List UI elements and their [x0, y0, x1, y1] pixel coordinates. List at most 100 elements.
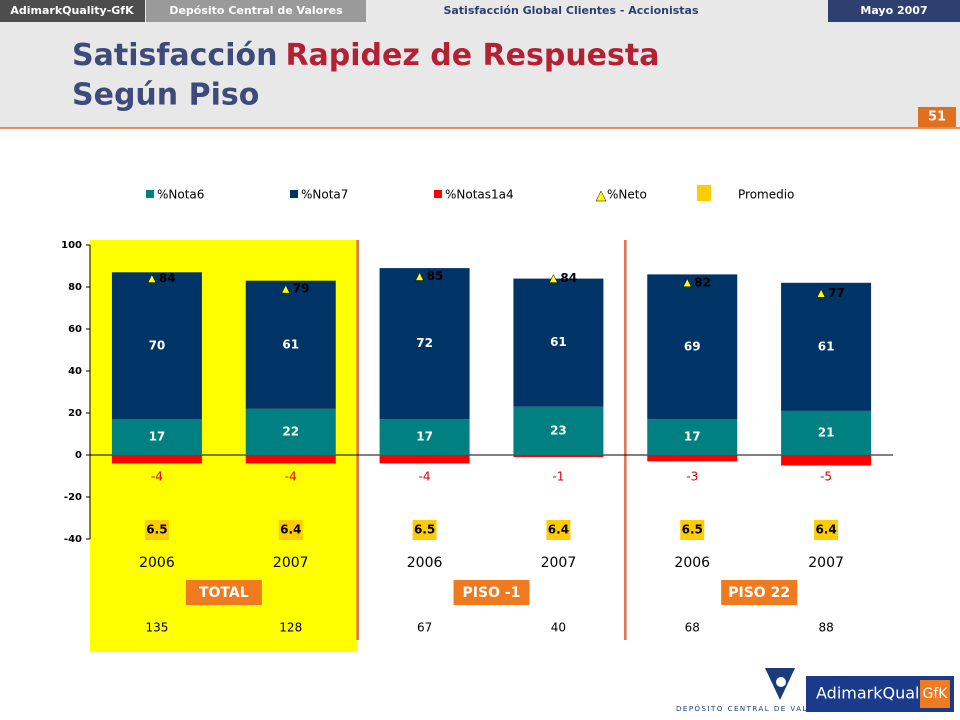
value-label: 21 — [818, 425, 835, 439]
bar-segment — [245, 455, 336, 464]
title-part: Satisfacción — [72, 38, 277, 73]
value-label: -4 — [285, 470, 297, 484]
group-label-box — [453, 580, 530, 605]
title-line: Según Piso — [72, 78, 259, 113]
base-size: 88 — [818, 621, 833, 635]
page-number: 51 — [928, 110, 946, 125]
bar-segment — [781, 455, 872, 466]
promedio-label: 6.4 — [280, 523, 301, 537]
group-label: TOTAL — [199, 585, 249, 601]
brand-tab — [0, 0, 145, 22]
y-tick-label: 80 — [68, 282, 82, 293]
legend-marker — [595, 190, 607, 202]
value-label: -4 — [419, 470, 431, 484]
neto-marker — [415, 271, 424, 281]
x-tick-label: 2007 — [541, 555, 577, 571]
promedio-label: 6.4 — [815, 523, 836, 537]
study: Satisfacción Global Clientes - Accionist… — [443, 4, 699, 17]
neto-label: 79 — [293, 282, 310, 296]
promedio-box — [814, 520, 839, 540]
date: Mayo 2007 — [860, 4, 927, 17]
bar-segment — [647, 419, 738, 455]
value-label: -4 — [151, 470, 163, 484]
bar-segment — [245, 280, 336, 409]
promedio-box — [144, 520, 169, 540]
promedio-label: 6.5 — [146, 523, 167, 537]
legend-swatch — [434, 190, 442, 198]
legend-label: %Neto — [607, 188, 647, 202]
dcv-text: Depósito Central de Valores — [676, 704, 833, 713]
title: Satisfacción Rapidez de Respuesta — [72, 38, 659, 73]
y-tick-label: -40 — [64, 534, 82, 545]
x-tick-label: 2006 — [139, 555, 175, 571]
y-tick-label: 100 — [61, 240, 82, 251]
y-tick-label: 0 — [75, 450, 82, 461]
gfk-text: GfK — [923, 686, 949, 702]
bar-segment — [379, 455, 470, 464]
legend-swatch — [290, 190, 298, 198]
legend-label: %Notas1a4 — [445, 188, 514, 202]
dcv-logo: Depósito Central de Valores — [676, 668, 833, 713]
value-label: 22 — [282, 424, 299, 438]
neto-label: 84 — [159, 271, 176, 285]
chart: -40 -20 0 20 40 60 80 100 %Nota6 %Nota7 %Notas1a4%… — [61, 185, 893, 652]
neto-marker — [281, 284, 291, 294]
base-size: 67 — [417, 621, 432, 635]
bar-segment — [513, 455, 604, 458]
client: Depósito Central de Valores — [169, 4, 343, 17]
x-tick-label: 2006 — [407, 555, 443, 571]
neto-label: 82 — [694, 275, 711, 289]
value-label: -3 — [686, 470, 698, 484]
title-part: Rapidez de Respuesta — [285, 38, 659, 73]
promedio-label: 6.5 — [414, 523, 435, 537]
bar-segment — [513, 406, 604, 455]
neto-marker — [549, 274, 558, 283]
bar-segment — [647, 455, 738, 462]
bar-segment — [647, 274, 738, 420]
value-label: 61 — [818, 339, 835, 353]
group-label: PISO -1 — [463, 585, 521, 601]
neto-marker — [682, 278, 692, 288]
y-tick-label: -20 — [64, 492, 82, 503]
value-label: 61 — [550, 335, 567, 349]
x-tick-label: 2007 — [808, 555, 844, 571]
dcv-mark — [776, 677, 786, 687]
value-label: 70 — [149, 338, 166, 352]
gfk-box — [920, 680, 950, 708]
y-tick-label: 40 — [68, 366, 82, 377]
bar-segment — [111, 419, 202, 455]
legend-swatch — [146, 190, 154, 198]
bar-segment — [111, 272, 202, 420]
page-box — [918, 107, 956, 127]
neto-label: 84 — [560, 271, 577, 285]
value-label: 17 — [416, 430, 433, 444]
brand: AdimarkQuality-GfK — [10, 4, 134, 17]
bar-segment — [111, 455, 202, 464]
bar-segment — [781, 282, 872, 411]
value-label: 23 — [550, 423, 567, 437]
promedio-box — [546, 520, 571, 540]
value-label: 17 — [149, 430, 166, 444]
legend-label: %Nota6 — [157, 188, 204, 202]
value-label: -5 — [820, 470, 832, 484]
legend-label: %Nota7 — [301, 188, 348, 202]
neto-marker — [147, 274, 157, 283]
legend-label: Promedio — [738, 188, 794, 202]
bar-segment — [781, 410, 872, 455]
x-tick-label: 2007 — [273, 555, 309, 571]
y-tick-label: 60 — [68, 324, 82, 335]
bar-segment — [379, 419, 470, 455]
base-size: 40 — [551, 621, 566, 635]
promedio-label: 6.5 — [682, 523, 703, 537]
neto-label: 77 — [828, 286, 845, 300]
neto-marker — [816, 288, 826, 298]
bar-segment — [245, 408, 336, 455]
legend-swatch — [697, 185, 711, 201]
value-label: 61 — [282, 337, 299, 351]
group-label-box — [721, 580, 798, 605]
base-size: 128 — [279, 621, 302, 635]
bar-segment — [379, 268, 470, 420]
promedio-box — [680, 520, 705, 540]
group-label: PISO 22 — [728, 585, 790, 601]
